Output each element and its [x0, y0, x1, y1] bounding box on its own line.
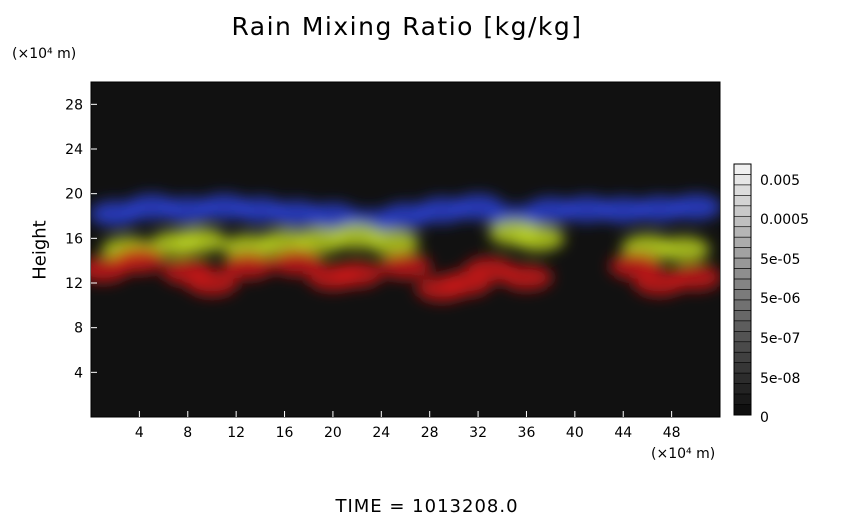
chart-title: Rain Mixing Ratio [kg/kg]	[231, 12, 583, 41]
y-tick-label: 24	[65, 142, 83, 158]
colorbar-frame	[733, 163, 752, 416]
heatmap-cell	[500, 264, 553, 291]
colorbar-swatch	[733, 299, 752, 311]
y-tick-label: 8	[74, 321, 83, 337]
heatmap-cells	[91, 194, 720, 302]
x-tick-label: 48	[663, 425, 681, 441]
x-tick-label: 28	[421, 425, 439, 441]
colorbar-swatch	[733, 289, 752, 301]
colorbar-swatch	[733, 226, 752, 238]
colorbar-swatch	[733, 174, 752, 186]
x-tick-label: 16	[276, 425, 294, 441]
y-axis-unit: (×10⁴ m)	[12, 46, 77, 62]
colorbar-label: 5e-05	[760, 252, 800, 268]
colorbar-swatch	[733, 341, 752, 353]
heatmap-cell	[367, 229, 420, 256]
y-tick-label: 12	[65, 276, 83, 292]
colorbar-swatch	[733, 184, 752, 196]
colorbar-swatch	[733, 215, 752, 228]
heatmap-cell	[669, 194, 720, 221]
heatmap-cell	[331, 261, 384, 288]
y-tick-label: 28	[65, 97, 83, 113]
colorbar-label: 5e-06	[760, 291, 800, 307]
heatmap-cell	[270, 249, 323, 276]
colorbar-swatch	[733, 268, 752, 280]
x-tick-label: 24	[372, 425, 390, 441]
colorbar-label: 0.005	[760, 173, 800, 189]
colorbar-swatch	[733, 320, 752, 332]
colorbar-swatch	[733, 257, 752, 269]
heatmap-cell	[379, 253, 432, 280]
x-tick-label: 4	[135, 425, 144, 441]
y-tick-label: 16	[65, 231, 83, 247]
heatmap-cell	[113, 247, 166, 274]
colorbar-swatch	[733, 278, 752, 290]
colorbar-swatch	[733, 331, 752, 343]
colorbar-label: 0	[760, 410, 769, 426]
colorbar-label: 5e-08	[760, 371, 800, 387]
x-tick-label: 20	[324, 425, 342, 441]
y-tick-label: 20	[65, 187, 83, 203]
heatmap-cell	[222, 253, 275, 280]
time-label: TIME = 1013208.0	[335, 496, 519, 517]
colorbar-swatch	[733, 310, 752, 322]
colorbar-swatch	[733, 163, 752, 175]
colorbar-swatch	[733, 351, 752, 364]
y-axis: 4 8 12 16 20 24 28	[65, 97, 97, 381]
x-tick-label: 8	[183, 425, 192, 441]
colorbar-swatch	[733, 383, 752, 395]
x-tick-label: 12	[227, 425, 245, 441]
x-axis-unit: (×10⁴ m)	[651, 446, 716, 462]
colorbar-swatch	[733, 362, 752, 374]
colorbar-swatch	[733, 195, 752, 207]
colorbar-swatch	[733, 205, 752, 217]
colorbar-swatch	[733, 393, 752, 405]
colorbar-label: 5e-07	[760, 331, 800, 347]
x-tick-label: 44	[614, 425, 632, 441]
x-tick-label: 40	[566, 425, 584, 441]
colorbar: 0.005 0.0005 5e-05 5e-06 5e-07 5e-08 0	[733, 163, 809, 426]
x-axis: 4 8 12 16 20 24 28 32 36 40 44 48	[135, 411, 681, 441]
colorbar-swatch	[733, 236, 752, 248]
colorbar-swatch	[733, 247, 752, 259]
x-tick-label: 32	[469, 425, 487, 441]
x-tick-label: 36	[518, 425, 536, 441]
heatmap-cell	[657, 236, 710, 263]
y-tick-label: 4	[74, 365, 83, 381]
colorbar-swatch	[733, 404, 752, 416]
heatmap-cell	[185, 270, 238, 296]
heatmap-cell	[512, 225, 565, 252]
heatmap-cell	[173, 227, 226, 254]
colorbar-swatch	[733, 372, 752, 384]
heatmap-cell	[669, 264, 720, 291]
colorbar-label: 0.0005	[760, 212, 809, 228]
